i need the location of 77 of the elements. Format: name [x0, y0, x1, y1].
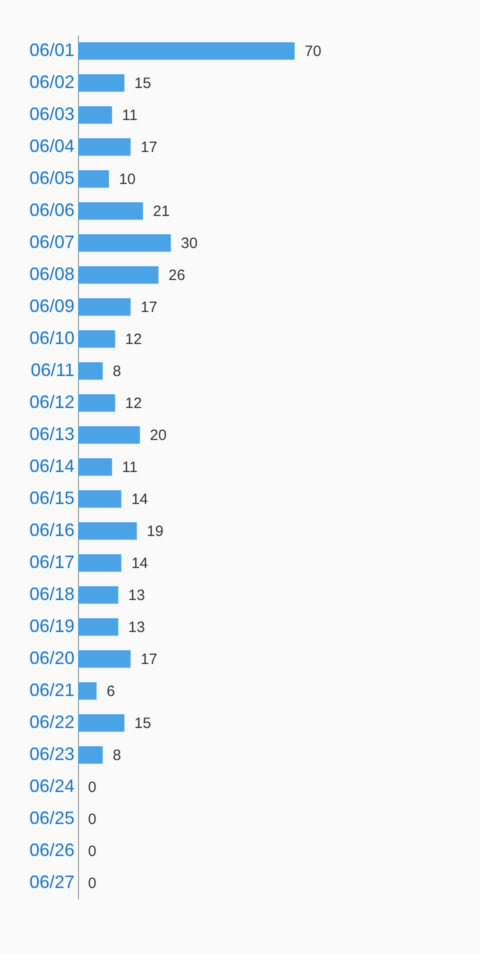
y-tick-label: 06/16: [29, 520, 74, 540]
data-label: 14: [131, 555, 148, 572]
y-tick-label: 06/19: [29, 616, 74, 636]
data-label: 17: [140, 651, 158, 668]
y-tick-label: 06/11: [30, 360, 74, 380]
data-label: 21: [153, 203, 170, 220]
data-label: 15: [134, 715, 152, 732]
data-label: 10: [118, 171, 136, 188]
bar: [78, 746, 103, 764]
bar: [78, 106, 112, 124]
data-label: 19: [146, 523, 164, 540]
data-label: 15: [134, 75, 152, 92]
data-label: 0: [88, 875, 96, 892]
bar: [78, 554, 122, 572]
data-label: 11: [122, 459, 138, 476]
bar: [78, 490, 122, 508]
y-tick-label: 06/04: [29, 136, 74, 156]
bar: [78, 586, 118, 604]
data-label: 11: [122, 107, 138, 124]
y-tick-label: 06/18: [29, 584, 74, 604]
y-tick-label: 06/03: [29, 104, 74, 124]
data-label: 26: [168, 267, 186, 284]
data-label: 6: [106, 683, 115, 700]
y-tick-label: 06/06: [29, 200, 74, 220]
bar: [78, 394, 116, 412]
data-label: 0: [88, 843, 96, 860]
bar: [78, 330, 116, 348]
bar: [78, 650, 131, 668]
data-label: 0: [88, 779, 96, 796]
y-tick-label: 06/27: [29, 872, 74, 892]
bar: [78, 138, 131, 156]
bar: [78, 682, 97, 700]
y-tick-label: 06/20: [29, 648, 74, 668]
data-label: 12: [125, 331, 142, 348]
data-label: 0: [88, 811, 96, 828]
bar: [78, 362, 103, 380]
data-label: 70: [304, 43, 322, 60]
bar: [78, 426, 140, 444]
y-tick-label: 06/08: [29, 264, 74, 284]
bar: [78, 458, 112, 476]
bar: [78, 42, 295, 60]
bar: [78, 170, 109, 188]
bar: [78, 74, 124, 92]
bar: [78, 714, 124, 732]
bar: [78, 298, 131, 316]
bar: [78, 202, 143, 220]
data-label: 13: [128, 587, 145, 604]
bar: [78, 266, 158, 284]
y-tick-label: 06/14: [29, 456, 74, 476]
y-tick-label: 06/07: [29, 232, 74, 252]
y-tick-label: 06/24: [29, 776, 74, 796]
data-label: 14: [131, 491, 148, 508]
y-tick-label: 06/21: [29, 680, 74, 700]
y-tick-label: 06/02: [29, 72, 74, 92]
y-tick-label: 06/12: [29, 392, 74, 412]
data-label: 30: [180, 235, 198, 252]
y-tick-label: 06/17: [29, 552, 74, 572]
data-label: 20: [150, 427, 167, 444]
y-tick-label: 06/25: [29, 808, 74, 828]
y-tick-label: 06/13: [29, 424, 74, 444]
y-tick-label: 06/05: [29, 168, 74, 188]
data-label: 8: [112, 747, 122, 764]
data-label: 17: [140, 139, 158, 156]
y-tick-label: 06/01: [29, 40, 74, 60]
data-label: 13: [128, 619, 145, 636]
y-tick-label: 06/09: [29, 296, 74, 316]
bar: [78, 618, 118, 636]
y-tick-label: 06/15: [29, 488, 74, 508]
y-tick-label: 06/22: [29, 712, 74, 732]
data-label: 8: [112, 363, 122, 380]
bar: [78, 522, 137, 540]
data-label: 12: [125, 395, 142, 412]
y-tick-label: 06/23: [29, 744, 74, 764]
y-tick-label: 06/10: [29, 328, 74, 348]
data-label: 17: [140, 299, 158, 316]
bar: [78, 234, 171, 252]
y-tick-label: 06/26: [29, 840, 74, 860]
